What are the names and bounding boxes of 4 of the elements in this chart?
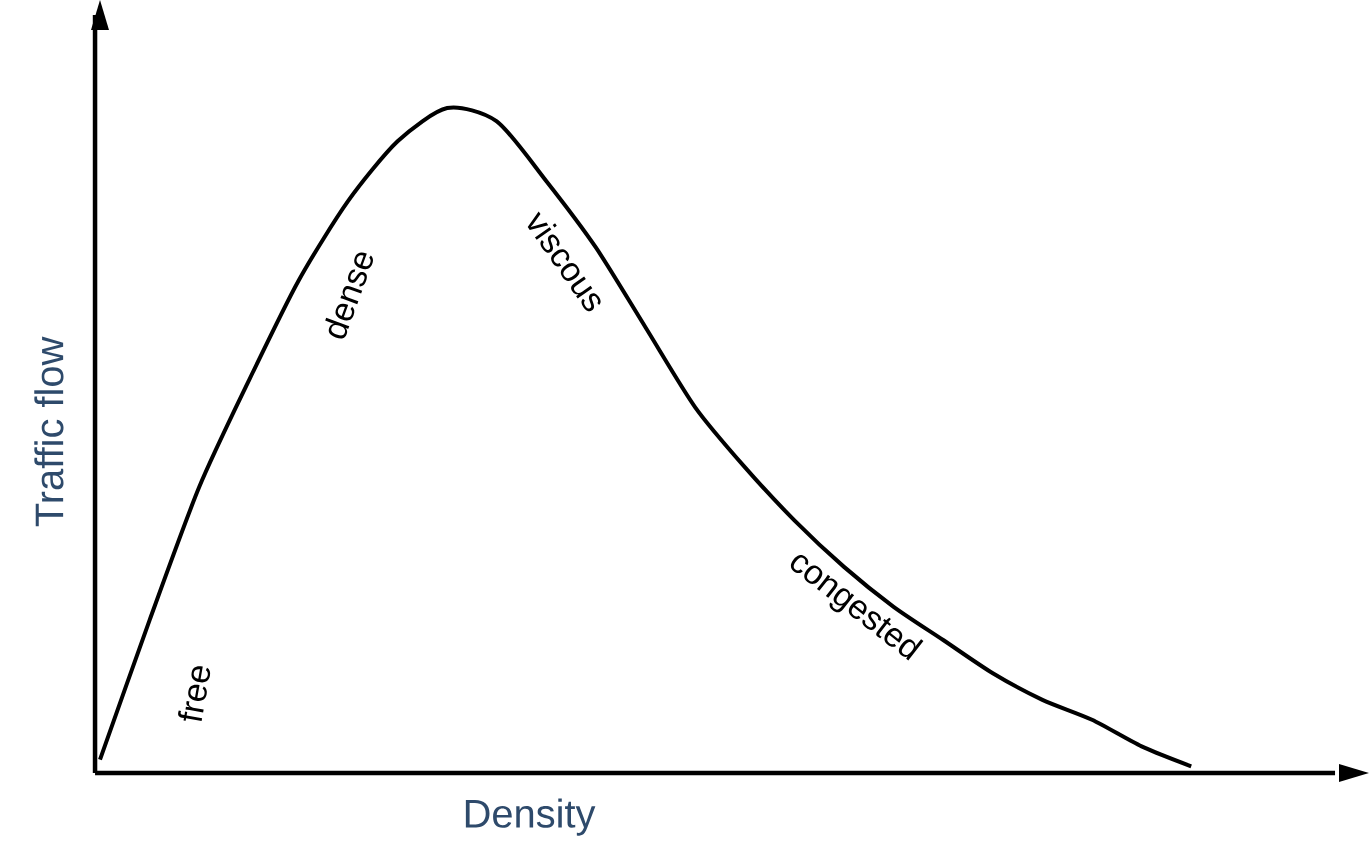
- x-axis-title: Density: [465, 798, 596, 836]
- y-axis-title: Traffic flow: [34, 336, 64, 527]
- annotation: dense: [325, 252, 373, 339]
- annotation: free: [178, 666, 211, 722]
